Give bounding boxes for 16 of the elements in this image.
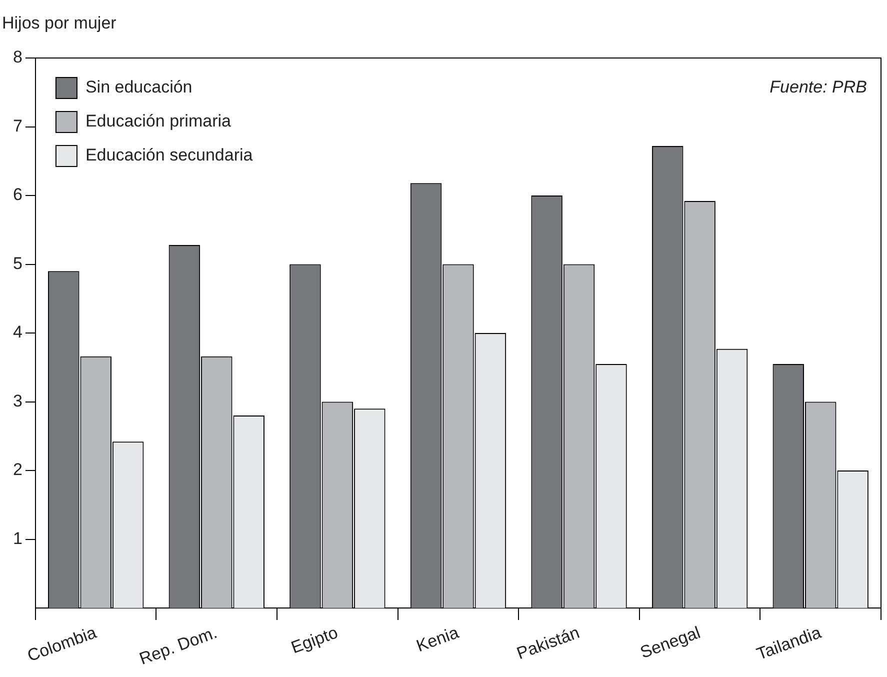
y-axis-title: Hijos por mujer (2, 14, 117, 33)
y-tick-label: 2 (12, 460, 22, 480)
y-tick-label: 7 (12, 116, 22, 136)
y-tick-label: 5 (12, 254, 22, 273)
legend-label: Educación secundaria (85, 146, 254, 165)
x-tick-label: Kenia (414, 622, 462, 656)
y-tick-label: 1 (12, 528, 22, 548)
y-tick-label: 6 (12, 185, 22, 204)
x-tick-label: Rep. Dom. (136, 622, 220, 669)
legend-label: Sin educación (85, 78, 192, 97)
annotation: Fuente: PRB (770, 78, 867, 97)
y-tick-label: 3 (12, 391, 22, 410)
legend-label: Educación primaria (85, 112, 232, 131)
x-tick-label: Egipto (288, 622, 340, 658)
y-tick-label: 4 (12, 322, 22, 342)
y-tick-label: 8 (12, 48, 22, 67)
